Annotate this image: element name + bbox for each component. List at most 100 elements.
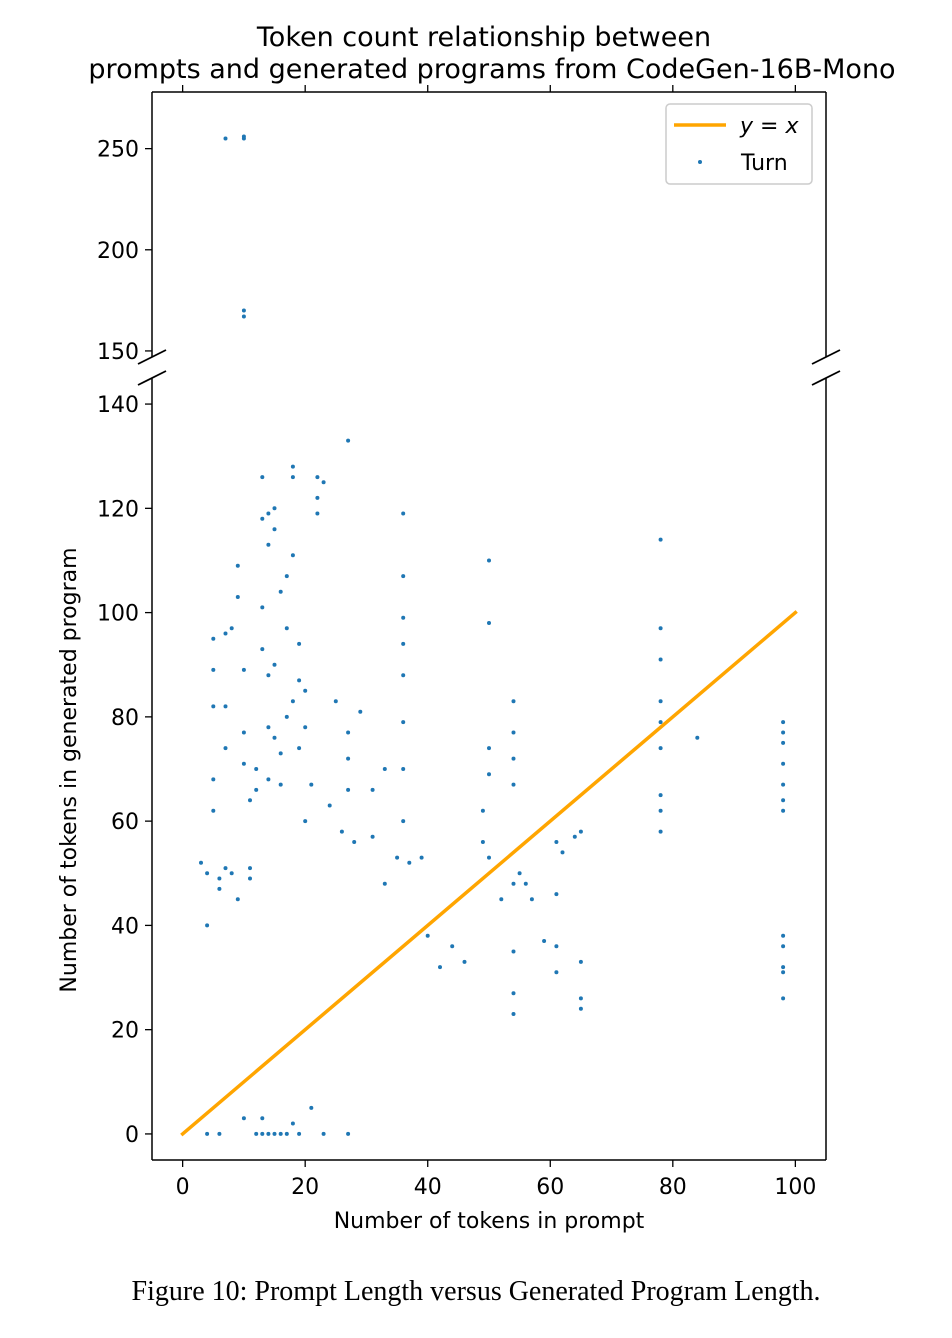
scatter-point	[260, 475, 265, 480]
y-equals-x-line	[180, 610, 798, 1137]
reference-line	[180, 610, 798, 1137]
scatter-point	[211, 636, 216, 641]
scatter-point	[278, 751, 283, 756]
scatter-point	[370, 834, 375, 839]
scatter-point	[511, 881, 516, 886]
scatter-point	[229, 871, 234, 876]
scatter-point	[781, 808, 786, 813]
scatter-point	[658, 626, 663, 631]
scatter-point	[303, 688, 308, 693]
x-tick-label: 80	[659, 1175, 687, 1200]
scatter-point	[781, 730, 786, 735]
scatter-point	[542, 939, 547, 943]
scatter-point	[511, 991, 516, 996]
scatter-point	[572, 834, 577, 839]
x-tick-label: 60	[536, 1175, 564, 1200]
scatter-point	[658, 537, 663, 542]
legend: y = x Turn	[665, 103, 813, 185]
scatter-point	[241, 314, 246, 319]
scatter-point	[578, 1006, 583, 1011]
scatter-point	[401, 574, 406, 579]
y-axis-label: Number of tokens in generated program	[57, 547, 82, 992]
axis-break-mark	[137, 349, 167, 365]
legend-line-label: y = x	[739, 114, 799, 139]
scatter-point	[254, 1131, 259, 1136]
y-tick-label: 200	[97, 239, 139, 264]
scatter-point	[315, 511, 320, 516]
scatter-point	[450, 944, 455, 949]
scatter-point	[321, 480, 326, 485]
scatter-point	[290, 475, 295, 480]
scatter-point	[290, 1121, 295, 1126]
y-tick-label: 0	[125, 1123, 139, 1148]
y-tick-label: 40	[111, 914, 139, 939]
y-tick-label: 100	[97, 602, 139, 627]
scatter-point	[235, 595, 240, 599]
scatter-point	[529, 897, 534, 902]
scatter-point	[487, 558, 491, 563]
scatter-point	[346, 438, 351, 443]
scatter-point	[578, 996, 583, 1001]
scatter-point	[781, 965, 786, 970]
scatter-point	[223, 746, 228, 751]
scatter-point	[272, 662, 277, 667]
scatter-point	[781, 740, 786, 745]
scatter-point	[523, 881, 528, 886]
scatter-point	[511, 699, 516, 704]
scatter-point	[554, 892, 559, 897]
x-tick-label: 0	[176, 1175, 190, 1200]
scatter-point	[297, 678, 302, 683]
figure-caption: Figure 10: Prompt Length versus Generate…	[131, 1276, 821, 1307]
scatter-point	[303, 725, 308, 730]
scatter-point	[333, 699, 338, 704]
scatter-point	[290, 699, 295, 704]
scatter-point	[303, 819, 308, 824]
scatter-point	[401, 720, 406, 725]
scatter-point	[658, 720, 663, 725]
scatter-point	[554, 970, 559, 975]
scatter-point	[254, 787, 259, 792]
scatter-point	[278, 1131, 283, 1136]
x-tick-label: 20	[291, 1175, 319, 1200]
legend-scatter-swatch	[698, 160, 702, 164]
scatter-point	[241, 761, 246, 766]
scatter-point	[266, 777, 271, 782]
scatter-point	[248, 866, 252, 871]
scatter-point	[407, 860, 412, 865]
scatter-point	[278, 782, 283, 787]
axes-frame	[137, 91, 841, 1161]
scatter-point	[327, 803, 332, 808]
x-tick-label: 40	[414, 1175, 442, 1200]
scatter-point	[658, 699, 663, 704]
scatter-point	[260, 1116, 265, 1121]
scatter-point	[781, 761, 786, 766]
scatter-point	[266, 542, 271, 547]
scatter-point	[248, 876, 252, 881]
scatter-point	[370, 787, 375, 792]
scatter-point	[554, 944, 559, 949]
scatter-point	[260, 516, 265, 521]
scatter-point	[272, 527, 277, 532]
scatter-point	[284, 626, 289, 631]
scatter-point	[284, 714, 289, 719]
scatter-points	[199, 134, 786, 1136]
scatter-point	[658, 746, 663, 751]
axis-break-mark	[811, 349, 841, 365]
scatter-point	[315, 495, 320, 500]
scatter-point	[309, 1105, 314, 1110]
scatter-point	[425, 933, 430, 938]
scatter-point	[781, 996, 786, 1001]
scatter-point	[266, 673, 271, 678]
scatter-point	[658, 657, 663, 662]
legend-scatter-label: Turn	[740, 151, 788, 176]
scatter-point	[511, 756, 516, 761]
scatter-point	[235, 897, 240, 902]
scatter-point	[241, 308, 246, 313]
scatter-point	[321, 1131, 326, 1136]
scatter-point	[315, 475, 320, 480]
scatter-point	[199, 860, 203, 865]
scatter-point	[358, 709, 363, 714]
scatter-point	[272, 735, 277, 740]
scatter-point	[266, 511, 271, 516]
scatter-point	[517, 871, 522, 876]
